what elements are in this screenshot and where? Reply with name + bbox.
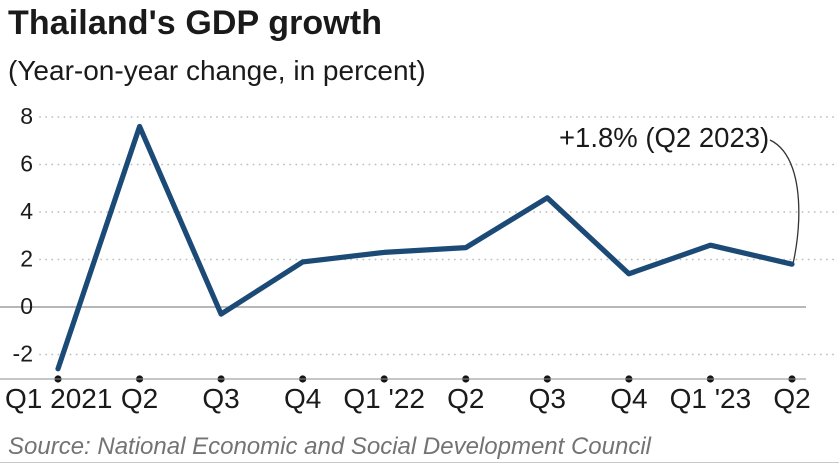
svg-text:Q3: Q3 <box>529 383 566 414</box>
svg-text:Q3: Q3 <box>202 383 239 414</box>
svg-text:Q1 2021: Q1 2021 <box>5 383 112 414</box>
svg-text:Q2: Q2 <box>773 383 810 414</box>
svg-text:Q4: Q4 <box>610 383 647 414</box>
svg-text:Q2: Q2 <box>121 383 158 414</box>
svg-text:4: 4 <box>20 198 33 224</box>
svg-text:6: 6 <box>20 151 33 177</box>
svg-text:8: 8 <box>20 103 33 129</box>
svg-text:2: 2 <box>20 246 33 272</box>
svg-text:+1.8% (Q2 2023): +1.8% (Q2 2023) <box>559 122 769 153</box>
svg-text:Q1 '22: Q1 '22 <box>343 383 425 414</box>
svg-text:-2: -2 <box>13 341 33 367</box>
svg-text:0: 0 <box>20 293 33 319</box>
svg-text:Q2: Q2 <box>447 383 484 414</box>
svg-text:Q4: Q4 <box>284 383 321 414</box>
svg-text:Q1 '23: Q1 '23 <box>670 383 752 414</box>
